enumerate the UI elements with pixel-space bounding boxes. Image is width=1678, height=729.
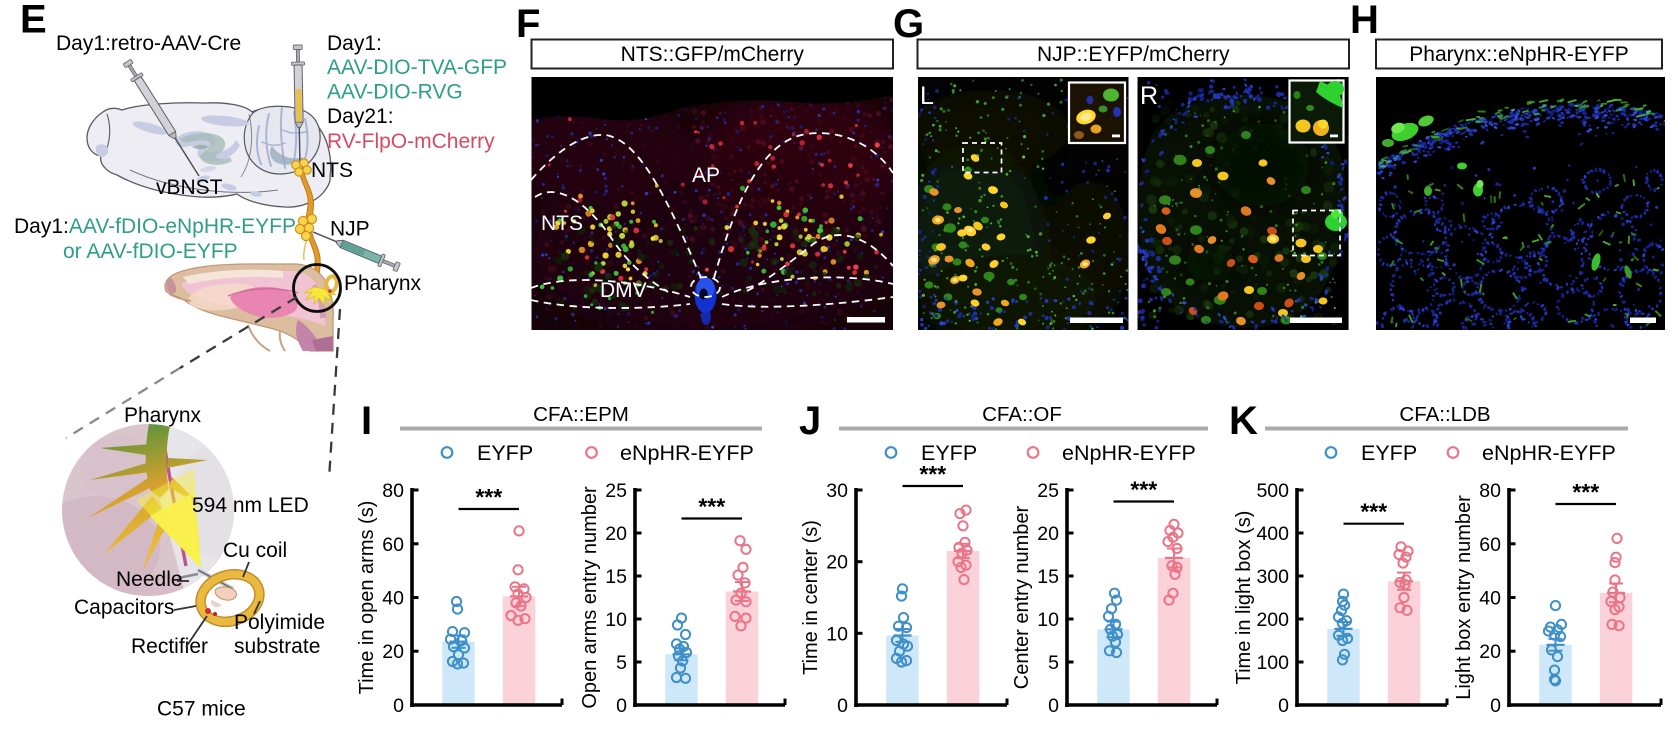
svg-text:Day1:AAV-fDIO-eNpHR-EYFP: Day1:AAV-fDIO-eNpHR-EYFP [14,215,296,238]
svg-text:Day21:: Day21: [327,105,394,128]
svg-text:Rectifier: Rectifier [131,635,208,658]
svg-text:NJP: NJP [330,218,370,241]
svg-text:Time in open arms (s): Time in open arms (s) [356,501,378,695]
svg-text:Pharynx: Pharynx [344,272,422,295]
svg-text:EYFP: EYFP [477,441,533,465]
svg-text:NTS::GFP/mCherry: NTS::GFP/mCherry [621,43,805,66]
svg-text:H: H [1350,0,1379,42]
svg-text:RV-FlpO-mCherry: RV-FlpO-mCherry [327,130,495,153]
svg-text:25: 25 [1037,480,1059,502]
svg-text:Time in light box (s): Time in light box (s) [1233,511,1255,685]
svg-text:Light box entry number: Light box entry number [1453,495,1475,700]
svg-text:Open arms entry number: Open arms entry number [579,486,601,709]
svg-text:300: 300 [1256,566,1289,588]
svg-text:15: 15 [605,566,627,588]
svg-text:vBNST: vBNST [156,176,223,199]
svg-text:100: 100 [1256,652,1289,674]
svg-text:or AAV-fDIO-EYFP: or AAV-fDIO-EYFP [63,240,238,263]
svg-text:0: 0 [393,695,404,717]
svg-text:25: 25 [605,480,627,502]
svg-text:Polyimide: Polyimide [234,611,325,634]
svg-text:EYFP: EYFP [921,441,977,465]
svg-text:0: 0 [1490,695,1501,717]
svg-text:20: 20 [605,523,627,545]
svg-text:AAV-DIO-TVA-GFP: AAV-DIO-TVA-GFP [327,56,507,79]
svg-text:E: E [20,0,47,42]
svg-text:***: *** [698,494,725,520]
svg-text:500: 500 [1256,480,1289,502]
svg-text:10: 10 [605,609,627,631]
svg-text:0: 0 [837,695,848,717]
svg-text:5: 5 [1048,652,1059,674]
svg-text:594 nm LED: 594 nm LED [192,494,309,517]
svg-text:AP: AP [692,164,720,187]
svg-text:60: 60 [1479,534,1501,556]
svg-text:R: R [1140,82,1158,110]
svg-text:Needle: Needle [116,568,183,591]
svg-text:200: 200 [1256,609,1289,631]
svg-text:60: 60 [382,534,404,556]
svg-text:eNpHR-EYFP: eNpHR-EYFP [620,441,754,465]
svg-text:CFA::EPM: CFA::EPM [533,403,629,426]
svg-text:20: 20 [1479,641,1501,663]
svg-text:CFA::LDB: CFA::LDB [1399,403,1490,426]
svg-text:400: 400 [1256,523,1289,545]
svg-text:5: 5 [616,652,627,674]
svg-text:***: *** [1360,499,1387,525]
svg-text:Pharynx::eNpHR-EYFP: Pharynx::eNpHR-EYFP [1409,43,1628,66]
svg-text:C57 mice: C57 mice [157,698,246,721]
svg-text:Day1:retro-AAV-Cre: Day1:retro-AAV-Cre [56,32,241,55]
svg-text:40: 40 [382,588,404,610]
svg-text:40: 40 [1479,588,1501,610]
svg-text:Capacitors: Capacitors [74,596,174,619]
svg-text:0: 0 [1278,695,1289,717]
svg-text:10: 10 [826,623,848,645]
svg-text:80: 80 [382,480,404,502]
svg-text:Center entry number: Center entry number [1011,505,1033,689]
svg-text:20: 20 [1037,523,1059,545]
svg-text:L: L [920,82,934,110]
svg-text:CFA::OF: CFA::OF [982,403,1062,426]
svg-text:AAV-DIO-RVG: AAV-DIO-RVG [327,81,463,104]
svg-text:***: *** [919,461,946,487]
svg-text:Day1:: Day1: [327,32,382,55]
svg-text:10: 10 [1037,609,1059,631]
svg-text:80: 80 [1479,480,1501,502]
svg-text:substrate: substrate [234,635,320,658]
svg-text:EYFP: EYFP [1361,441,1417,465]
svg-text:I: I [361,399,372,443]
svg-text:20: 20 [382,641,404,663]
svg-text:NJP::EYFP/mCherry: NJP::EYFP/mCherry [1037,43,1230,66]
svg-text:NTS: NTS [311,159,353,182]
svg-text:20: 20 [826,552,848,574]
svg-text:***: *** [475,484,502,510]
svg-text:15: 15 [1037,566,1059,588]
svg-text:Pharynx: Pharynx [124,404,202,427]
svg-text:J: J [799,399,821,443]
svg-text:0: 0 [1048,695,1059,717]
svg-text:Cu coil: Cu coil [223,539,287,562]
svg-text:NTS: NTS [541,212,583,235]
svg-text:eNpHR-EYFP: eNpHR-EYFP [1062,441,1196,465]
svg-text:Time in center (s): Time in center (s) [800,520,822,675]
svg-text:DMV: DMV [600,279,647,302]
svg-text:eNpHR-EYFP: eNpHR-EYFP [1482,441,1616,465]
svg-text:0: 0 [616,695,627,717]
svg-text:***: *** [1130,477,1157,503]
svg-text:K: K [1229,399,1258,443]
svg-text:***: *** [1572,479,1599,505]
svg-text:30: 30 [826,480,848,502]
